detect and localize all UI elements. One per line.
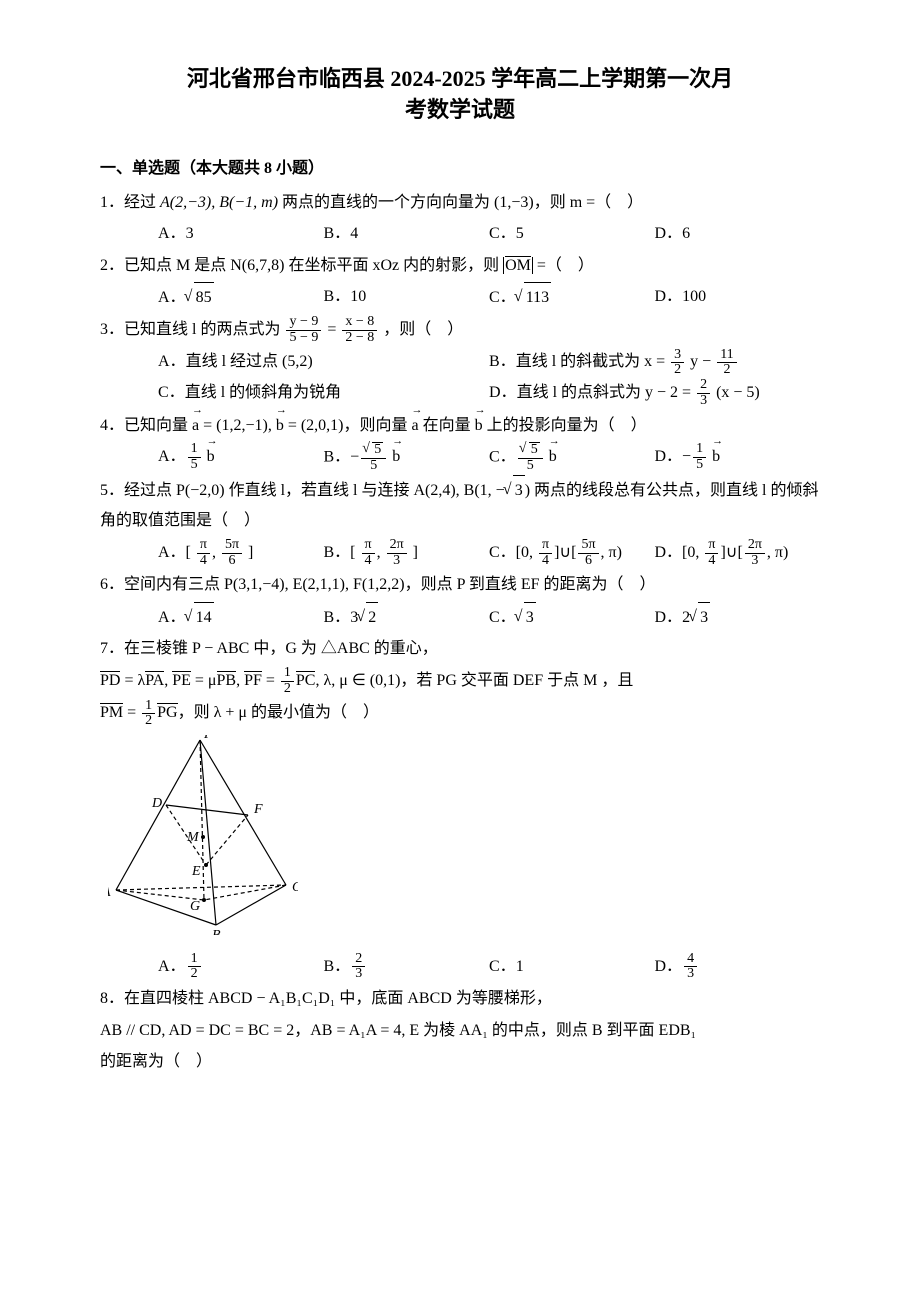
svg-text:C: C bbox=[292, 880, 298, 895]
q2-opt-a: A．85 bbox=[158, 282, 324, 313]
q1-stem: 1．经过 A(2,−3), B(−1, m) 两点的直线的一个方向向量为 (1,… bbox=[100, 188, 820, 218]
page-title: 河北省邢台市临西县 2024-2025 学年高二上学期第一次月 考数学试题 bbox=[100, 64, 820, 126]
q1-opt-d: D．6 bbox=[655, 219, 821, 249]
q8-stem-1: 8．在直四棱柱 ABCD − A₁B₁C₁D₁ 中，底面 ABCD 为等腰梯形， bbox=[100, 984, 820, 1014]
svg-text:A: A bbox=[108, 885, 111, 900]
question-3: 3．已知直线 l 的两点式为 y − 95 − 9 = x − 82 − 8 ，… bbox=[100, 315, 820, 409]
title-line-1: 河北省邢台市临西县 2024-2025 学年高二上学期第一次月 bbox=[187, 66, 733, 91]
q7-stem-1: 7．在三棱锥 P − ABC 中，G 为 △ABC 的重心， bbox=[100, 634, 820, 664]
q3-stem: 3．已知直线 l 的两点式为 y − 95 − 9 = x − 82 − 8 ，… bbox=[100, 315, 820, 346]
q3-opt-d: D．直线 l 的点斜式为 y − 2 = 23 (x − 5) bbox=[489, 378, 820, 409]
svg-text:D: D bbox=[151, 796, 162, 811]
tetrahedron-icon: P A B C D E F M G bbox=[108, 735, 298, 935]
svg-text:E: E bbox=[191, 864, 201, 879]
q5-opt-b: B．[ π4, 2π3 ] bbox=[324, 538, 490, 569]
q2-opt-c: C．113 bbox=[489, 282, 655, 313]
q4-opt-c: C．55 b bbox=[489, 442, 655, 473]
q4-opt-a: A．15 b bbox=[158, 442, 324, 473]
q6-options: A．14 B．32 C．3 D．23 bbox=[158, 602, 820, 633]
question-4: 4．已知向量 a = (1,2,−1), b = (2,0,1)，则向量 a 在… bbox=[100, 411, 820, 474]
q5-opt-c: C．[0, π4]∪[5π6, π) bbox=[489, 538, 655, 569]
q3-opt-a: A．直线 l 经过点 (5,2) bbox=[158, 347, 489, 378]
abs-om: OM bbox=[503, 257, 533, 274]
question-7: 7．在三棱锥 P − ABC 中，G 为 △ABC 的重心， PD = λPA,… bbox=[100, 634, 820, 982]
q4-opt-d: D．−15 b bbox=[655, 442, 821, 473]
q7-opt-a: A．12 bbox=[158, 952, 324, 983]
q6-stem: 6．空间内有三点 P(3,1,−4), E(2,1,1), F(1,2,2)，则… bbox=[100, 570, 820, 600]
q7-stem-2: PD = λPA, PE = μPB, PF = 12PC, λ, μ ∈ (0… bbox=[100, 666, 820, 697]
q4-options: A．15 b B．−55 b C．55 b D．−15 b bbox=[158, 442, 820, 473]
q2-opt-d: D．100 bbox=[655, 282, 821, 313]
q5-options: A．[ π4, 5π6 ] B．[ π4, 2π3 ] C．[0, π4]∪[5… bbox=[158, 538, 820, 569]
q1-opt-a: A．3 bbox=[158, 219, 324, 249]
question-2: 2．已知点 M 是点 N(6,7,8) 在坐标平面 xOz 内的射影，则 OM … bbox=[100, 251, 820, 313]
svg-text:F: F bbox=[253, 802, 263, 817]
q5-stem: 5．经过点 P(−2,0) 作直线 l，若直线 l 与连接 A(2,4), B(… bbox=[100, 475, 820, 535]
q2-stem: 2．已知点 M 是点 N(6,7,8) 在坐标平面 xOz 内的射影，则 OM … bbox=[100, 251, 820, 281]
title-line-2: 考数学试题 bbox=[405, 97, 515, 122]
q7-figure: P A B C D E F M G bbox=[108, 735, 820, 946]
svg-text:B: B bbox=[212, 928, 221, 935]
svg-text:P: P bbox=[203, 735, 213, 742]
q1-opt-c: C．5 bbox=[489, 219, 655, 249]
q8-stem-2: AB // CD, AD = DC = BC = 2，AB = A₁A = 4,… bbox=[100, 1016, 820, 1046]
q8-stem-3: 的距离为（ ） bbox=[100, 1047, 820, 1077]
q7-stem-3: PM = 12PG，则 λ + μ 的最小值为（ ） bbox=[100, 698, 820, 729]
q6-opt-d: D．23 bbox=[655, 602, 821, 633]
q5-opt-a: A．[ π4, 5π6 ] bbox=[158, 538, 324, 569]
svg-text:G: G bbox=[190, 899, 200, 914]
q3-options: A．直线 l 经过点 (5,2) B．直线 l 的斜截式为 x = 32 y −… bbox=[158, 347, 820, 408]
q3-opt-b: B．直线 l 的斜截式为 x = 32 y − 112 bbox=[489, 347, 820, 378]
q6-opt-b: B．32 bbox=[324, 602, 490, 633]
q3-opt-c: C．直线 l 的倾斜角为锐角 bbox=[158, 378, 489, 409]
section-header: 一、单选题（本大题共 8 小题） bbox=[100, 154, 820, 178]
q6-opt-c: C．3 bbox=[489, 602, 655, 633]
q7-opt-d: D．43 bbox=[655, 952, 821, 983]
question-6: 6．空间内有三点 P(3,1,−4), E(2,1,1), F(1,2,2)，则… bbox=[100, 570, 820, 632]
question-5: 5．经过点 P(−2,0) 作直线 l，若直线 l 与连接 A(2,4), B(… bbox=[100, 475, 820, 568]
q2-options: A．85 B．10 C．113 D．100 bbox=[158, 282, 820, 313]
q2-opt-b: B．10 bbox=[324, 282, 490, 313]
q7-opt-c: C．1 bbox=[489, 952, 655, 983]
q1-opt-b: B．4 bbox=[324, 219, 490, 249]
question-1: 1．经过 A(2,−3), B(−1, m) 两点的直线的一个方向向量为 (1,… bbox=[100, 188, 820, 249]
q1-options: A．3 B．4 C．5 D．6 bbox=[158, 219, 820, 249]
q7-opt-b: B．23 bbox=[324, 952, 490, 983]
q6-opt-a: A．14 bbox=[158, 602, 324, 633]
svg-text:M: M bbox=[186, 830, 200, 845]
q7-options: A．12 B．23 C．1 D．43 bbox=[158, 952, 820, 983]
q4-opt-b: B．−55 b bbox=[324, 442, 490, 473]
q5-opt-d: D．[0, π4]∪[2π3, π) bbox=[655, 538, 821, 569]
exam-page: 河北省邢台市临西县 2024-2025 学年高二上学期第一次月 考数学试题 一、… bbox=[0, 0, 920, 1302]
question-8: 8．在直四棱柱 ABCD − A₁B₁C₁D₁ 中，底面 ABCD 为等腰梯形，… bbox=[100, 984, 820, 1077]
